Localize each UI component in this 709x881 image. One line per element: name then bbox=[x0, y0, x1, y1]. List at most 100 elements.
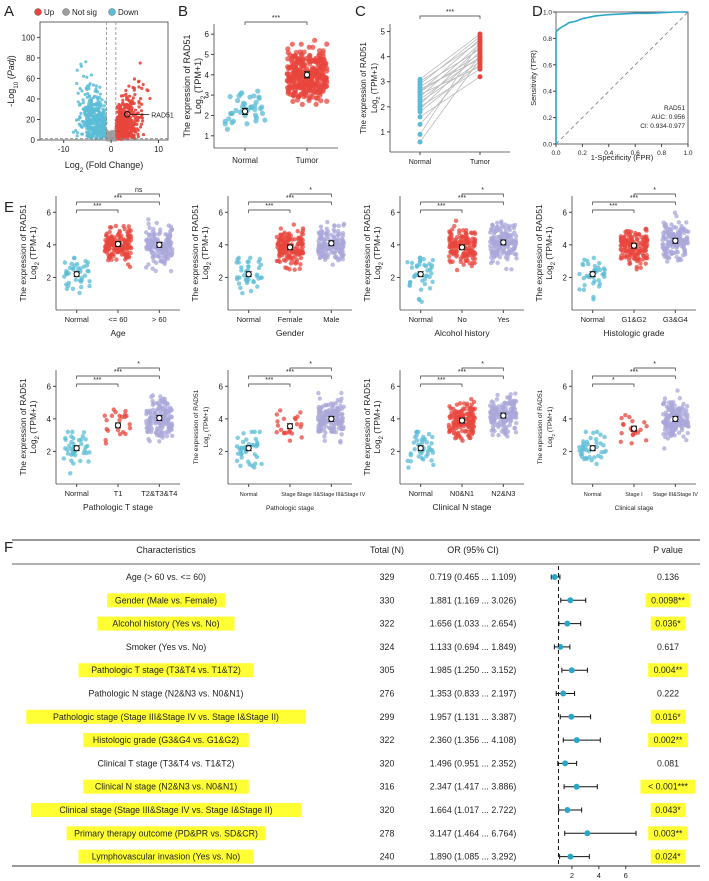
panel-e-6-point bbox=[238, 463, 243, 469]
panel-e-7-point bbox=[431, 462, 436, 468]
panel-c-point-tumor bbox=[477, 61, 483, 67]
panel-e-8-point bbox=[577, 445, 582, 450]
volcano-point-down bbox=[86, 133, 90, 138]
panel-e-3-mean-marker bbox=[417, 271, 424, 278]
panel-c-pair-line bbox=[419, 33, 481, 80]
forest-row-label: Pathologic stage (Stage III&Stage IV vs.… bbox=[53, 712, 279, 722]
panel-b-point bbox=[253, 118, 259, 124]
panel-e-1-point bbox=[125, 262, 131, 267]
panel-e-8-point bbox=[677, 406, 683, 412]
panel-e-2-point bbox=[316, 251, 322, 257]
panel-e-4-point bbox=[665, 254, 671, 260]
volcano-point-up bbox=[116, 130, 120, 134]
panel-e-3-point bbox=[490, 222, 495, 228]
volcano-point-down bbox=[91, 122, 95, 126]
panel-e-2-point bbox=[248, 255, 253, 261]
panel-e-6-point bbox=[238, 446, 244, 452]
panel-e-8-mean-marker bbox=[630, 425, 638, 432]
roc-xlabel: 1-Specificity (FPR) bbox=[591, 153, 654, 162]
panel-e-ylabel-2: Log2 (TPM+1) bbox=[203, 407, 212, 448]
panel-e-2-point bbox=[298, 262, 303, 267]
panel-e-1-point bbox=[84, 263, 90, 268]
row-label-highlight bbox=[83, 733, 249, 748]
panel-e-3-point bbox=[491, 232, 497, 237]
volcano-point-up bbox=[128, 116, 132, 120]
volcano-xtick-label: 0 bbox=[109, 145, 114, 154]
panel-b-point bbox=[323, 83, 330, 89]
panel-e-7-point bbox=[457, 434, 462, 439]
panel-e-6-point bbox=[333, 419, 338, 425]
panel-e-4-point bbox=[627, 252, 632, 257]
panel-e-8-point bbox=[583, 429, 589, 435]
panel-e-7-sig-bracket bbox=[420, 383, 463, 387]
panel-e-1-point bbox=[146, 221, 151, 227]
panel-b-point bbox=[230, 118, 236, 124]
volcano-point-up bbox=[118, 118, 122, 122]
panel-e-3-point bbox=[470, 252, 475, 258]
panel-b-point bbox=[248, 105, 254, 111]
panel-e-8-point bbox=[662, 396, 668, 401]
volcano-ytick-label: 100 bbox=[22, 33, 36, 42]
panel-e-3-point bbox=[492, 235, 497, 241]
panel-e-2-point bbox=[292, 237, 297, 242]
panel-b-mean-marker bbox=[303, 71, 311, 78]
forest-or-point bbox=[584, 830, 591, 837]
panel-c-point-normal bbox=[417, 121, 423, 127]
panel-e-2-mean-marker bbox=[286, 244, 294, 251]
panel-e-1-point bbox=[64, 286, 70, 291]
volcano-point-down bbox=[80, 119, 84, 124]
panel-e-8-point bbox=[623, 413, 628, 418]
volcano-point-down bbox=[102, 112, 106, 116]
panel-e-8-point bbox=[598, 432, 603, 437]
panel-e-7-point bbox=[466, 416, 471, 421]
panel-e-3-point bbox=[458, 235, 463, 241]
panel-b-ytick-label: 1 bbox=[205, 132, 210, 141]
panel-e-2-point bbox=[300, 251, 306, 256]
panel-e-3-ytick-label: 4 bbox=[391, 241, 396, 250]
volcano-point-up bbox=[137, 85, 141, 89]
row-label-highlight bbox=[83, 779, 249, 794]
panel-b-point bbox=[302, 79, 309, 85]
panel-e-3-point bbox=[463, 233, 469, 239]
panel-e-6-point bbox=[322, 438, 328, 444]
panel-e-ylabel-2: Log2 (TPM+1) bbox=[200, 226, 213, 279]
panel-e-2-point bbox=[316, 238, 321, 244]
pvalue-highlight bbox=[648, 733, 688, 748]
volcano-legend-label: Not sig bbox=[72, 8, 97, 17]
panel-e-6-point bbox=[254, 443, 259, 449]
panel-c-pair-line bbox=[419, 43, 481, 98]
volcano-point-down bbox=[99, 104, 103, 108]
volcano-point-down bbox=[99, 118, 103, 122]
panel-e-1-point bbox=[106, 253, 111, 258]
panel-e-5-point bbox=[148, 429, 154, 435]
volcano-point-up bbox=[129, 130, 133, 134]
panel-e-5-sig-bracket bbox=[117, 367, 160, 371]
volcano-xlabel-part: 2 bbox=[80, 167, 84, 174]
panel-e-2-point bbox=[277, 249, 282, 254]
panel-e-1-point bbox=[164, 255, 169, 260]
volcano-point-down bbox=[80, 132, 85, 136]
panel-e-3-point bbox=[409, 265, 415, 270]
panel-e-7-category-label: Normal bbox=[409, 489, 434, 498]
panel-e-1-point bbox=[87, 283, 92, 289]
volcano-point-up bbox=[135, 127, 139, 131]
panel-e-4-point bbox=[629, 234, 634, 240]
panel-b-category-label: Normal bbox=[232, 156, 258, 165]
panel-e-2-point bbox=[330, 262, 335, 267]
panel-e-4-point bbox=[665, 230, 670, 235]
panel-e-7-mean-marker bbox=[417, 445, 424, 452]
forest-row-pvalue: 0.002** bbox=[654, 735, 683, 745]
panel-e-4-point bbox=[638, 261, 643, 266]
panel-e-5-point bbox=[152, 414, 157, 419]
panel-e-1-point bbox=[154, 220, 159, 226]
panel-e-7-point bbox=[412, 447, 417, 452]
panel-e-3-point bbox=[405, 259, 410, 265]
forest-row-total: 278 bbox=[380, 828, 395, 838]
panel-e-2-point bbox=[336, 223, 341, 228]
panel-e-1-point bbox=[168, 268, 174, 274]
panel-e-6-sig-bracket bbox=[289, 367, 332, 371]
panel-c-pair-line bbox=[419, 56, 481, 125]
panel-e-7-point bbox=[495, 415, 501, 420]
